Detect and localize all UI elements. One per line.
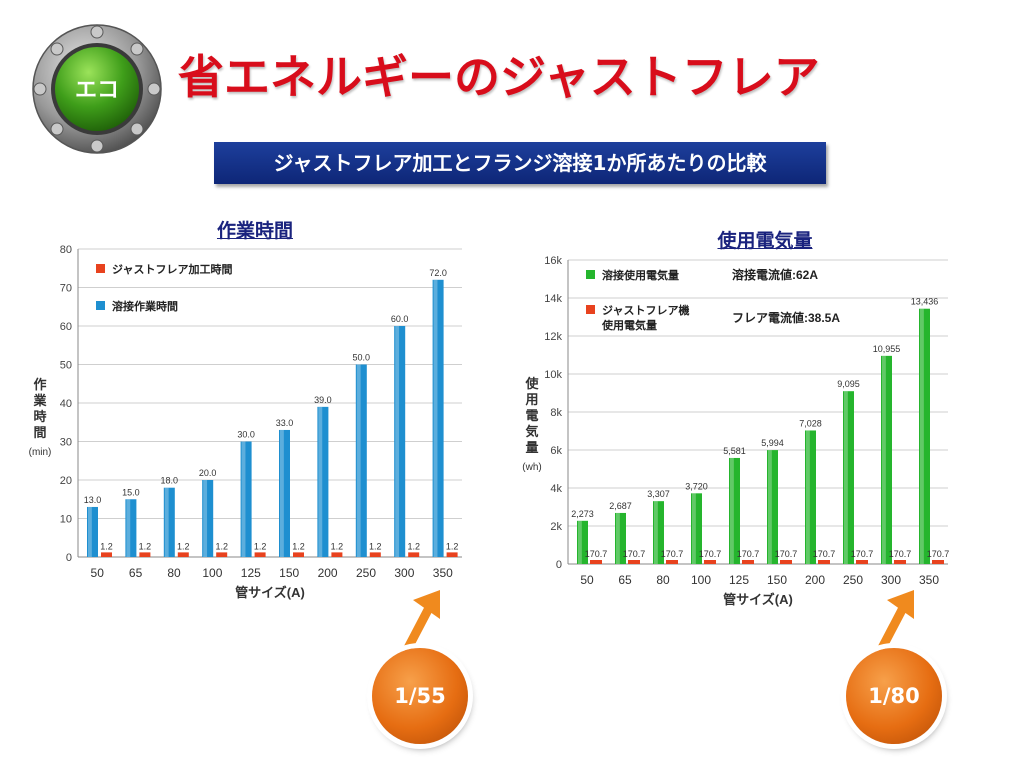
ratio-badge-work-time: 1/55: [372, 648, 468, 744]
ratio-badge-power: 1/80: [846, 648, 942, 744]
arrow-right-icon: [882, 590, 914, 648]
arrow-left-icon: [408, 590, 440, 648]
